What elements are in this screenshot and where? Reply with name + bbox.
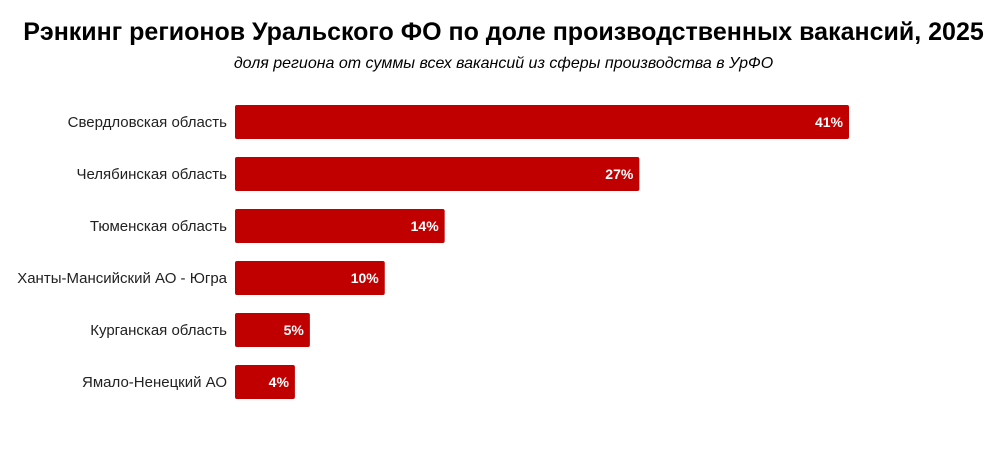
bar xyxy=(235,157,640,191)
bar xyxy=(235,365,295,399)
category-label: Курганская область xyxy=(90,322,227,339)
category-label: Ямало-Ненецкий АО xyxy=(82,374,227,391)
category-label: Челябинская область xyxy=(76,166,227,183)
chart-subtitle: доля региона от суммы всех вакансий из с… xyxy=(233,55,774,72)
data-label: 41% xyxy=(815,114,844,130)
bar xyxy=(235,261,385,295)
bar xyxy=(235,105,849,139)
bar xyxy=(235,313,310,347)
category-label: Свердловская область xyxy=(68,114,228,131)
category-label: Ханты-Мансийский АО - Югра xyxy=(17,270,227,287)
chart-title: Рэнкинг регионов Уральского ФО по доле п… xyxy=(23,18,984,46)
category-label: Тюменская область xyxy=(90,218,227,235)
data-label: 4% xyxy=(269,374,290,390)
data-label: 14% xyxy=(411,218,440,234)
data-label: 5% xyxy=(284,322,305,338)
data-label: 27% xyxy=(605,166,634,182)
bar xyxy=(235,209,445,243)
data-label: 10% xyxy=(351,270,380,286)
